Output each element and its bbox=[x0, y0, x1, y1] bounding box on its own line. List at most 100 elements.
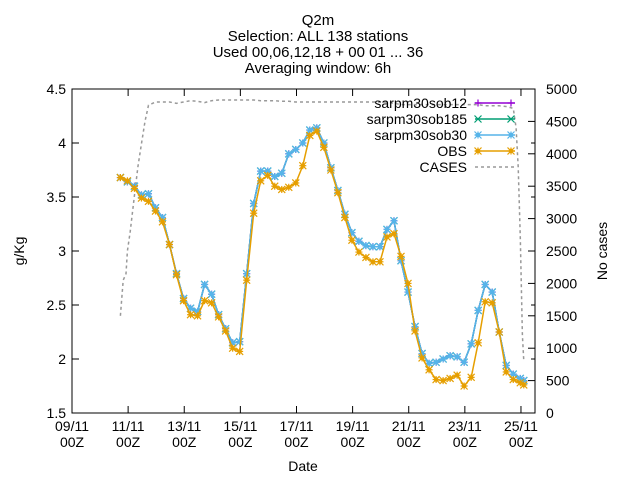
series-4-point bbox=[354, 248, 363, 257]
legend-marker bbox=[474, 99, 482, 107]
x-tick-label-hour: 00Z bbox=[116, 434, 141, 450]
series-3-point bbox=[383, 225, 391, 234]
x-tick-label-hour: 00Z bbox=[228, 434, 253, 450]
title-line-2: Selection: ALL 138 stations bbox=[228, 28, 408, 45]
series-3-point bbox=[432, 358, 441, 367]
series-3-point bbox=[467, 339, 476, 348]
legend-marker bbox=[507, 131, 515, 139]
legend-marker bbox=[474, 115, 482, 123]
y2-axis-label: No cases bbox=[594, 222, 610, 280]
x-tick-label-hour: 00Z bbox=[341, 434, 366, 450]
x-tick-label-date: 21/11 bbox=[392, 418, 426, 434]
legend-label: sarpm30sob12 bbox=[374, 95, 467, 111]
series-4-point bbox=[130, 184, 139, 193]
x-tick-label-date: 13/11 bbox=[167, 418, 201, 434]
series-4-point bbox=[397, 252, 405, 261]
series-4-point bbox=[179, 296, 188, 305]
series-4-point bbox=[319, 143, 328, 152]
x-axis-label: Date bbox=[288, 458, 318, 474]
series-4-point bbox=[207, 298, 216, 307]
series-4-point bbox=[249, 209, 258, 218]
series-4-point bbox=[411, 326, 419, 335]
series-4-point bbox=[404, 279, 412, 288]
series-4-point bbox=[256, 176, 265, 185]
series-4-point bbox=[228, 344, 237, 353]
legend-label: sarpm30sob185 bbox=[367, 111, 468, 127]
x-tick-label-hour: 00Z bbox=[172, 434, 197, 450]
series-3-point bbox=[256, 167, 265, 176]
y2-tick-label: 4500 bbox=[546, 113, 577, 129]
legend-marker bbox=[474, 131, 482, 139]
series-4-point bbox=[151, 207, 160, 215]
series-4-point bbox=[333, 188, 342, 197]
series-4-point bbox=[165, 240, 174, 249]
series-3-point bbox=[362, 241, 370, 250]
series-4-point bbox=[488, 298, 497, 307]
y-tick-label: 4.5 bbox=[47, 81, 67, 97]
series-4-point bbox=[347, 236, 356, 245]
series-3-point bbox=[404, 288, 412, 296]
series-4-point bbox=[235, 347, 244, 356]
series-4-point bbox=[453, 371, 462, 380]
series-4-point bbox=[116, 173, 125, 182]
series-3-point bbox=[474, 306, 483, 315]
series-4-point bbox=[221, 326, 230, 335]
y2-tick-label: 500 bbox=[546, 373, 570, 389]
legend-marker bbox=[507, 147, 515, 155]
series-4-point bbox=[460, 382, 469, 390]
series-3-point bbox=[144, 189, 153, 198]
legend-marker bbox=[507, 99, 515, 107]
series-3-point bbox=[376, 242, 384, 251]
series-4-point bbox=[305, 131, 314, 140]
x-tick-label-date: 23/11 bbox=[448, 418, 482, 434]
series-4-point bbox=[123, 176, 132, 185]
series-4-point bbox=[425, 365, 433, 374]
x-tick-label-hour: 00Z bbox=[60, 434, 85, 450]
y2-tick-label: 3500 bbox=[546, 178, 577, 194]
series-4-point bbox=[383, 233, 391, 241]
series-3-point bbox=[291, 145, 300, 154]
y-tick-label: 4 bbox=[58, 135, 66, 151]
y2-tick-label: 1500 bbox=[546, 308, 577, 324]
series-4-point bbox=[270, 182, 279, 191]
series-4-point bbox=[446, 374, 455, 383]
series-3-point bbox=[354, 237, 363, 246]
series-4-point bbox=[474, 338, 483, 347]
series-3-point bbox=[200, 280, 209, 289]
y-tick-label: 2 bbox=[58, 351, 66, 367]
series-4-point bbox=[376, 257, 384, 266]
y2-tick-label: 2000 bbox=[546, 275, 577, 291]
series-4-point bbox=[495, 328, 504, 336]
series-3-point bbox=[298, 139, 307, 147]
series-4-point bbox=[137, 194, 146, 203]
series-4-point bbox=[144, 197, 153, 206]
series-3-point bbox=[481, 280, 490, 289]
x-tick-label-date: 17/11 bbox=[279, 418, 313, 434]
legend-marker bbox=[474, 147, 482, 155]
y2-tick-label: 2500 bbox=[546, 243, 577, 259]
series-4-point bbox=[369, 257, 377, 266]
chart-title: Q2m Selection: ALL 138 stations Used 00,… bbox=[213, 12, 424, 77]
series-3-point bbox=[453, 352, 462, 361]
x-tick-label-date: 19/11 bbox=[336, 418, 370, 434]
legend-label: OBS bbox=[437, 143, 467, 159]
title-line-3: Used 00,06,12,18 + 00 01 ... 36 bbox=[213, 44, 424, 61]
series-3-point bbox=[446, 351, 455, 360]
series-4-point bbox=[158, 217, 167, 226]
x-tick-label-hour: 00Z bbox=[284, 434, 309, 450]
series-3-point bbox=[439, 355, 448, 363]
x-tick-label-hour: 00Z bbox=[509, 434, 534, 450]
y2-tick-label: 4000 bbox=[546, 146, 577, 162]
series-3-point bbox=[425, 359, 433, 368]
series-3-point bbox=[270, 172, 279, 181]
series-4-point bbox=[326, 166, 335, 174]
x-tick-label-hour: 00Z bbox=[397, 434, 422, 450]
y2-tick-label: 5000 bbox=[546, 81, 577, 97]
series-3-point bbox=[284, 149, 293, 158]
series-3-point bbox=[207, 290, 216, 299]
y2-tick-label: 1000 bbox=[546, 340, 577, 356]
series-3-point bbox=[369, 242, 377, 251]
series-4-point bbox=[519, 380, 528, 389]
series-4-point bbox=[340, 213, 349, 222]
